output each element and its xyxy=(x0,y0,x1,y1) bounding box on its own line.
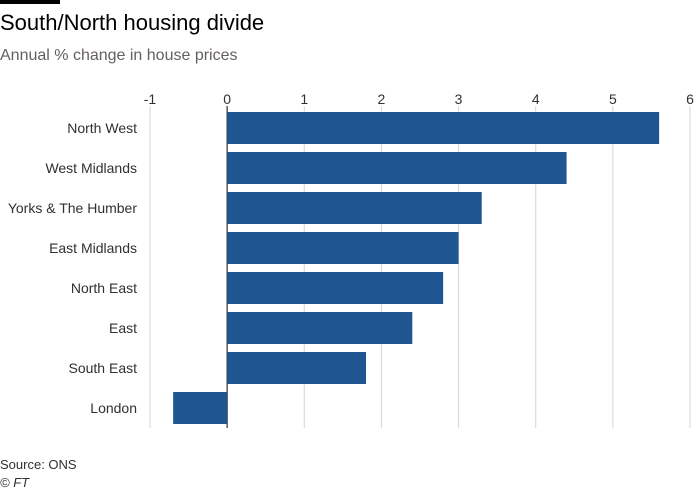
bar xyxy=(227,312,413,344)
x-tick-label: 4 xyxy=(532,91,540,107)
category-label: Yorks & The Humber xyxy=(8,200,138,216)
category-label: East xyxy=(109,320,137,336)
x-tick-label: 0 xyxy=(223,91,231,107)
x-tick-label: 6 xyxy=(686,91,694,107)
category-label: West Midlands xyxy=(45,160,137,176)
category-label: East Midlands xyxy=(49,240,137,256)
bars xyxy=(173,112,660,424)
bar xyxy=(227,192,482,224)
bar xyxy=(227,272,444,304)
category-label: North East xyxy=(71,280,137,296)
category-label: London xyxy=(90,400,137,416)
bar xyxy=(227,232,459,264)
bar xyxy=(173,392,228,424)
source-note: Source: ONS xyxy=(0,457,77,472)
x-tick-label: 2 xyxy=(378,91,386,107)
bar xyxy=(227,352,366,384)
x-tick-label: 3 xyxy=(455,91,463,107)
chart-title: South/North housing divide xyxy=(0,10,265,35)
bar xyxy=(227,152,567,184)
chart-subtitle: Annual % change in house prices xyxy=(0,47,238,64)
category-label: North West xyxy=(67,120,137,136)
credit-note: © FT xyxy=(0,475,30,490)
x-tick-label: -1 xyxy=(144,91,157,107)
bar xyxy=(227,112,660,144)
top-rule xyxy=(0,0,60,4)
category-labels: North West West Midlands Yorks & The Humbe… xyxy=(8,120,138,416)
x-tick-labels: -1 0 1 2 3 4 5 6 xyxy=(144,91,694,107)
category-label: South East xyxy=(69,360,138,376)
x-tick-label: 5 xyxy=(609,91,617,107)
x-tick-label: 1 xyxy=(300,91,308,107)
